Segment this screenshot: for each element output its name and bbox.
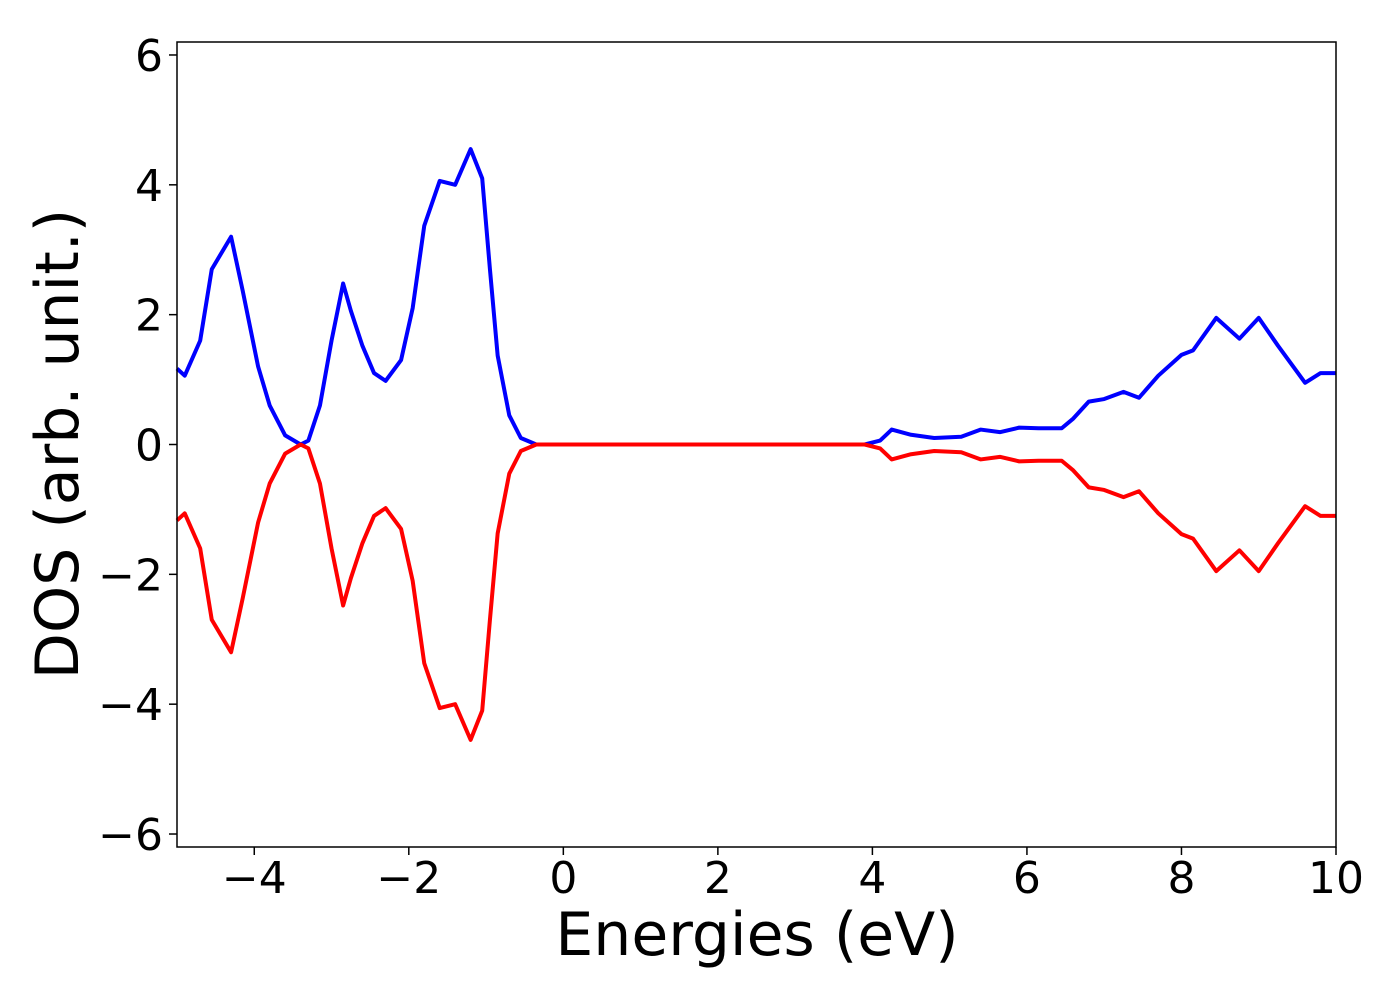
line (175, 147, 1336, 447)
plot-frame (176, 41, 1337, 848)
y-tick-label: −4 (98, 680, 163, 731)
x-tick-label: 2 (704, 853, 732, 904)
y-tick-label: −6 (98, 810, 163, 861)
y-tick-label: 0 (135, 421, 163, 472)
line (175, 442, 1336, 742)
x-tick-label: −2 (376, 853, 441, 904)
y-tick-label: 2 (135, 291, 163, 342)
x-axis-label: Energies (eV) (555, 900, 958, 970)
y-tick-label: 6 (135, 31, 163, 82)
x-tick-label: 6 (1013, 853, 1041, 904)
x-tick-label: 0 (549, 853, 577, 904)
x-tick-label: 8 (1167, 853, 1195, 904)
x-tick-label: 10 (1308, 853, 1364, 904)
x-tick-label: 4 (858, 853, 886, 904)
y-tick-label: 4 (135, 161, 163, 212)
y-axis-label: DOS (arb. unit.) (23, 209, 93, 679)
y-tick-label: −2 (98, 550, 163, 601)
x-tick-label: −4 (222, 853, 287, 904)
